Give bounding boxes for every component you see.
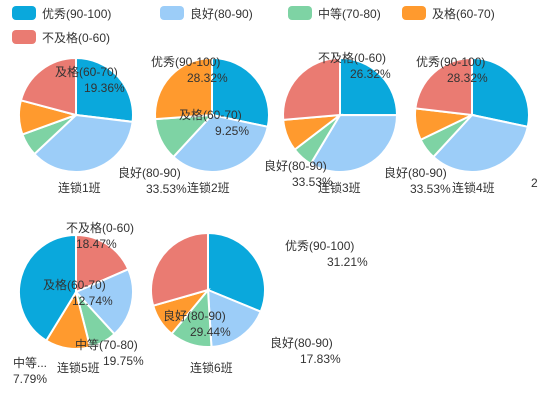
- slice-label-name: 及格(60-70): [55, 64, 118, 79]
- slice-label-name: 不及格(0-60): [66, 220, 134, 235]
- pie-slice[interactable]: [150, 231, 209, 307]
- pie-chart: [282, 56, 399, 173]
- slice-label-name: 良好(80-90): [163, 308, 226, 323]
- pie-slice[interactable]: [471, 56, 530, 128]
- slice-label-name: 良好(80-90): [384, 165, 447, 180]
- legend-item[interactable]: 良好(80-90): [160, 6, 253, 21]
- slice-label-name: 优秀(90-100): [416, 55, 485, 69]
- pie-title: 连锁3班: [318, 180, 361, 195]
- truncated-label: 2: [531, 176, 538, 190]
- pie-title: 连锁5班: [57, 360, 100, 375]
- slice-label-pct: 33.53%: [146, 182, 187, 196]
- pie-slice[interactable]: [431, 113, 529, 173]
- slice-label-name: 良好(80-90): [118, 165, 181, 180]
- pie-slice[interactable]: [154, 56, 213, 121]
- pie-title: 连锁1班: [58, 180, 101, 195]
- pie-chart: [18, 56, 134, 173]
- pie-slice[interactable]: [33, 113, 134, 173]
- labels-area: 及格(60-70) 19.36% 优秀(90-100) 28.32% 及格(60-70)…: [13, 50, 538, 386]
- slice-label-pct: 33.53%: [410, 182, 451, 196]
- pie-slice[interactable]: [207, 231, 266, 313]
- slice-label-name: 良好(80-90): [270, 335, 333, 350]
- legend-item[interactable]: 中等(70-80): [288, 6, 381, 21]
- slice-label-name: 不及格(0-60): [318, 50, 386, 65]
- pie-slice[interactable]: [19, 56, 77, 117]
- pie-slice[interactable]: [75, 56, 134, 123]
- legend-item[interactable]: 不及格(0-60): [12, 30, 110, 45]
- slice-label-pct: 28.32%: [447, 71, 488, 85]
- pie-slice[interactable]: [74, 267, 135, 336]
- slice-label-pct: 19.75%: [103, 354, 144, 368]
- legend-label: 中等(70-80): [318, 6, 381, 21]
- slice-label-pct: 26.32%: [350, 67, 391, 81]
- slice-label-pct: 7.79%: [13, 372, 47, 386]
- legend-label: 及格(60-70): [432, 6, 495, 21]
- pie-slice[interactable]: [18, 233, 77, 342]
- pie-chart: [150, 231, 266, 348]
- slice-label-pct: 18.47%: [76, 237, 117, 251]
- slice-label-pct: 28.32%: [187, 71, 228, 85]
- slice-label-pct: 31.21%: [327, 255, 368, 269]
- pie-chart: [18, 233, 135, 350]
- slice-label-name: 中等(70-80): [75, 337, 138, 352]
- legend-label: 良好(80-90): [190, 6, 253, 21]
- slice-label-name: 及格(60-70): [179, 107, 242, 122]
- pie-slice[interactable]: [339, 56, 399, 117]
- legend-swatch: [12, 6, 36, 20]
- slice-label-name: 及格(60-70): [43, 277, 106, 292]
- pie-slice[interactable]: [206, 288, 263, 348]
- slice-label-pct: 9.25%: [215, 124, 249, 138]
- pies-area: [18, 56, 530, 350]
- legend-label: 优秀(90-100): [42, 7, 111, 21]
- pie-slice[interactable]: [171, 113, 269, 173]
- pie-title: 连锁2班: [187, 180, 230, 195]
- slice-label-name: 优秀(90-100): [151, 55, 220, 69]
- legend-swatch: [288, 6, 312, 20]
- legend-swatch: [160, 6, 184, 20]
- slice-label-name: 优秀(90-100): [285, 239, 354, 253]
- legend-swatch: [402, 6, 426, 20]
- slice-label-pct: 17.83%: [300, 352, 341, 366]
- pie-slice[interactable]: [282, 56, 341, 121]
- pie-slice[interactable]: [75, 233, 130, 294]
- legend[interactable]: 优秀(90-100) 良好(80-90) 中等(70-80) 及格(60-70) 不及格…: [12, 6, 495, 45]
- slice-label-name: 良好(80-90): [264, 158, 327, 173]
- pie-slice[interactable]: [211, 56, 270, 128]
- legend-item[interactable]: 优秀(90-100): [12, 6, 111, 21]
- legend-swatch: [12, 30, 36, 44]
- slice-label-pct: 12.74%: [72, 294, 113, 308]
- legend-item[interactable]: 及格(60-70): [402, 6, 495, 21]
- legend-label: 不及格(0-60): [42, 30, 110, 45]
- pie-title: 连锁4班: [452, 180, 495, 195]
- pie-slice[interactable]: [414, 56, 473, 117]
- slice-label-pct: 33.53%: [292, 175, 333, 189]
- pie-chart: [414, 56, 530, 173]
- slice-label-name: 中等...: [13, 355, 47, 370]
- pie-title: 连锁6班: [190, 360, 233, 375]
- slice-label-pct: 19.36%: [84, 81, 125, 95]
- pie-chart: [154, 56, 270, 173]
- slice-label-pct: 29.44%: [190, 325, 231, 339]
